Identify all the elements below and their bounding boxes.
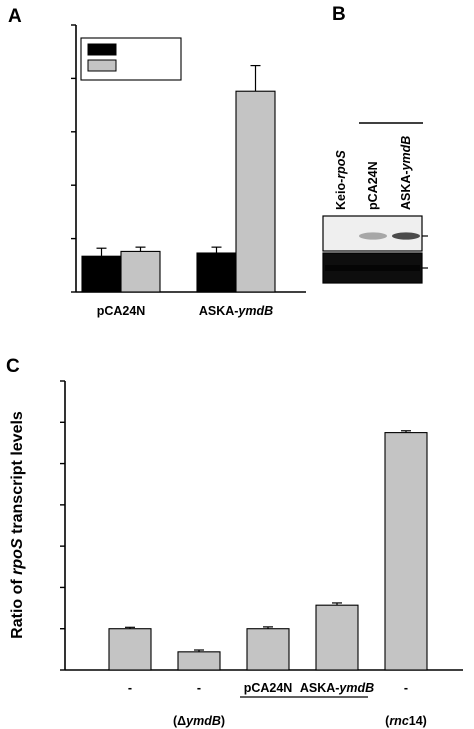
panel-c-strain-sublabel-part-1: rnc <box>389 714 409 728</box>
panel-c-y-axis-title: Ratio of rpoS transcript levels <box>9 411 26 639</box>
panel-c-strain-sublabel-part-2: 14) <box>409 714 427 728</box>
blot-lane-label: ASKA-ymdB <box>399 136 413 210</box>
blot-rpos-band <box>359 232 387 240</box>
panel-c-plasmid-label: - <box>197 681 201 695</box>
blot-lane-label: Keio-rpoS <box>334 150 348 210</box>
panel-a-legend-swatch <box>87 59 117 72</box>
blot-lane-label-part-0: ASKA- <box>399 170 413 210</box>
panel-a-category-label-part-1: ymdB <box>237 304 273 318</box>
panel-a-bar <box>120 250 161 293</box>
blot-s1-band <box>325 265 420 271</box>
panel-c-strain-sublabel: (rnc14) <box>385 714 427 728</box>
panel-c-chart: Ratio of rpoS transcript levels - - pCA24N A… <box>9 380 463 728</box>
blot-lane-label-part-1: ymdB <box>399 136 413 172</box>
panel-c-plasmid-label-part-0: ASKA- <box>300 681 340 695</box>
panel-a-category-label-part-0: ASKA- <box>199 304 239 318</box>
panel-a-category-label-part-0: pCA24N <box>97 304 146 318</box>
panel-a-bar <box>196 252 237 293</box>
panel-c-plasmid-label: ASKA-ymdB <box>300 681 374 695</box>
panel-a-letter: A <box>8 6 22 27</box>
panel-c-plasmid-label: pCA24N <box>244 681 293 695</box>
panel-c-bar <box>246 628 290 671</box>
panel-c-plasmid-label-part-0: - <box>404 681 408 695</box>
panel-c-strain-sublabel-part-0: ( <box>385 714 390 728</box>
panel-c-bar <box>177 651 221 671</box>
blot-lane-label-part-1: rpoS <box>334 150 348 179</box>
panel-c-plasmid-label-part-0: pCA24N <box>244 681 293 695</box>
panel-c-plasmid-label: - <box>404 681 408 695</box>
panel-b-western-blot: Keio-rpoS pCA24N ASKA-ymdB <box>322 122 428 284</box>
panel-c-plasmid-label-part-0: - <box>197 681 201 695</box>
blot-lane-label-part-0: Keio- <box>334 179 348 210</box>
panel-c-strain-sublabel-part-1: ymdB <box>185 714 221 728</box>
panel-a-bar <box>81 255 122 293</box>
panel-c-plasmid-label: - <box>128 681 132 695</box>
panel-a-legend-swatch <box>87 43 117 56</box>
panel-b-letter: B <box>332 4 346 25</box>
panel-c-bar <box>108 628 152 671</box>
panel-c-plasmid-label-part-1: ymdB <box>338 681 374 695</box>
panel-c-strain-sublabel-part-2: ) <box>221 714 225 728</box>
panel-c-bar <box>315 604 359 671</box>
panel-a-bar <box>235 90 276 293</box>
panel-c-strain-sublabel-part-0: (Δ <box>173 714 186 728</box>
panel-a-category-label: pCA24N <box>97 304 146 318</box>
panel-c-y-axis-title-part-1: rpoS <box>9 538 26 575</box>
panel-a-category-label: ASKA-ymdB <box>199 304 273 318</box>
panel-a-chart: pCA24N ASKA-ymdB <box>71 24 306 318</box>
panel-c-bar <box>384 432 428 671</box>
panel-c-y-axis-title-part-2: transcript levels <box>9 411 26 538</box>
panel-c-plasmid-label-part-0: - <box>128 681 132 695</box>
blot-rpos-band <box>392 232 420 240</box>
blot-lane-label-part-0: pCA24N <box>366 161 380 210</box>
panel-c-letter: C <box>6 356 20 377</box>
blot-lane-label: pCA24N <box>366 161 380 210</box>
panel-c-strain-sublabel: (ΔymdB) <box>173 714 225 728</box>
panel-c-y-axis-title-part-0: Ratio of <box>9 575 26 639</box>
